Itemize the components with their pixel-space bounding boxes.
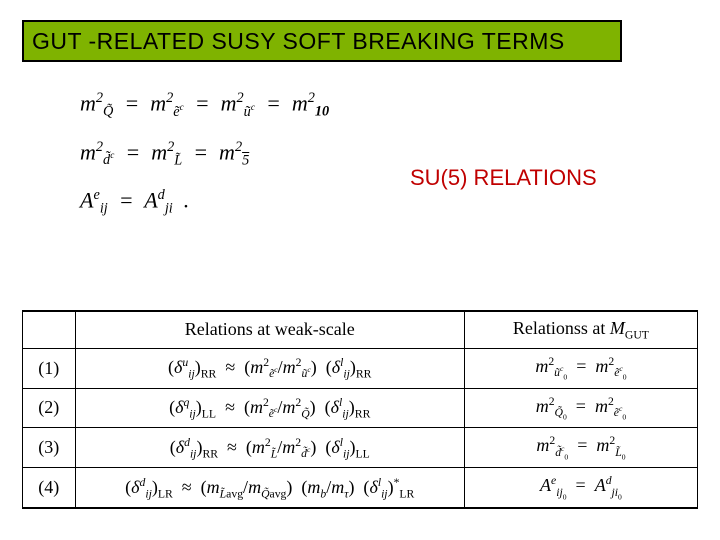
row-weak: (δdij)RR ≈ (m2L̃/m2d̃c) (δlij)LL [75,428,464,468]
col-weak-header: Relations at weak-scale [75,311,464,348]
row-weak: (δqij)LL ≈ (m2ẽc/m2Q̃) (δlij)RR [75,388,464,428]
col-idx-header [23,311,76,348]
row-gut: m2ũc0 = m2ẽc0 [464,348,697,388]
row-weak: (δuij)RR ≈ (m2ẽc/m2ũc) (δlij)RR [75,348,464,388]
page-title-box: GUT -RELATED SUSY SOFT BREAKING TERMS [22,20,622,62]
table-header-row: Relations at weak-scale Relationss at MG… [23,311,698,348]
table-row: (3) (δdij)RR ≈ (m2L̃/m2d̃c) (δlij)LL m2d… [23,428,698,468]
row-idx: (3) [23,428,76,468]
row-weak: (δdij)LR ≈ (mL̃avg/mQ̃avg) (mb/mτ) (δlij… [75,468,464,508]
page-title: GUT -RELATED SUSY SOFT BREAKING TERMS [32,28,565,55]
row-idx: (4) [23,468,76,508]
row-gut: m2d̃c0 = m2L̃0 [464,428,697,468]
table-row: (4) (δdij)LR ≈ (mL̃avg/mQ̃avg) (mb/mτ) (… [23,468,698,508]
col-gut-header: Relationss at MGUT [464,311,697,348]
eq-1: m2Q̃ = m2ẽc = m2ũc = m210 [80,90,329,121]
su5-relations-label: SU(5) RELATIONS [410,165,597,191]
table-row: (1) (δuij)RR ≈ (m2ẽc/m2ũc) (δlij)RR m2ũc… [23,348,698,388]
table-row: (2) (δqij)LL ≈ (m2ẽc/m2Q̃) (δlij)RR m2Q̃… [23,388,698,428]
eq-2: m2d̃c = m2L̃ = m25 [80,139,329,170]
relations-table: Relations at weak-scale Relationss at MG… [22,310,698,509]
row-gut: m2Q̃0 = m2ẽc0 [464,388,697,428]
row-idx: (2) [23,388,76,428]
su5-equations: m2Q̃ = m2ẽc = m2ũc = m210 m2d̃c = m2L̃ =… [80,90,329,236]
row-gut: Aeij0 = Adji0 [464,468,697,508]
eq-3: Aeij = Adji . [80,187,329,218]
row-idx: (1) [23,348,76,388]
